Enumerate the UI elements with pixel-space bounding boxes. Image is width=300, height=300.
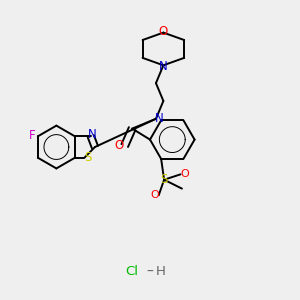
- Text: O: O: [150, 190, 159, 200]
- Text: Cl: Cl: [126, 266, 139, 278]
- Text: O: O: [159, 25, 168, 38]
- Text: S: S: [84, 151, 92, 164]
- Text: F: F: [29, 129, 36, 142]
- Text: S: S: [160, 173, 168, 186]
- Text: N: N: [159, 60, 168, 73]
- Text: N: N: [88, 128, 97, 141]
- Text: N: N: [155, 112, 164, 125]
- Text: O: O: [180, 169, 189, 179]
- Text: H: H: [155, 266, 165, 278]
- Text: –: –: [147, 265, 153, 279]
- Text: O: O: [115, 139, 124, 152]
